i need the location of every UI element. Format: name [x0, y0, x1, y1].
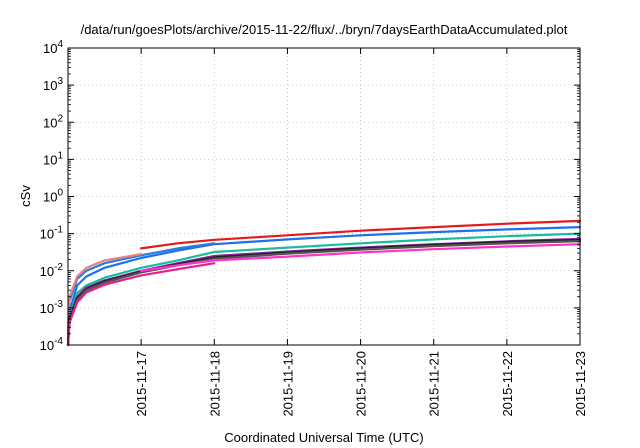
- y-tick-label: 10-4: [40, 336, 64, 353]
- series-line-10: [140, 243, 582, 272]
- series-line-5: [66, 232, 582, 347]
- x-tick-labels: 2015-11-17 2015-11-18 2015-11-19 2015-11-20…: [134, 48, 588, 417]
- x-tick-label: 2015-11-19: [280, 351, 295, 417]
- series-line-3: [66, 242, 216, 335]
- series-line-1: [140, 219, 582, 250]
- x-tick-label: 2015-11-21: [427, 351, 442, 417]
- x-axis-label: Coordinated Universal Time (UTC): [224, 430, 423, 445]
- y-tick-label: 102: [43, 113, 63, 130]
- y-tick-label: 100: [43, 188, 63, 205]
- y-tick-label: 101: [43, 150, 63, 167]
- series-line-2: [66, 226, 582, 347]
- y-tick-label: 10-1: [40, 225, 64, 242]
- x-tick-label: 2015-11-17: [134, 351, 149, 417]
- y-tick-label: 104: [43, 39, 63, 56]
- x-tick-label: 2015-11-18: [207, 351, 222, 417]
- x-tick-label: 2015-11-20: [354, 351, 369, 417]
- x-tick-label: 2015-11-23: [573, 351, 588, 417]
- series-line-4: [66, 253, 143, 329]
- y-tick-label: 10-2: [40, 262, 64, 279]
- y-axis-label: cSv: [18, 185, 33, 207]
- y-tick-label: 103: [43, 76, 63, 93]
- x-tick-label: 2015-11-22: [500, 351, 515, 417]
- y-tick-labels: 10-4 10-3 10-2 10-1 100 101 102 103 104: [40, 39, 580, 353]
- chart-title: /data/run/goesPlots/archive/2015-11-22/f…: [81, 22, 568, 37]
- y-tick-label: 10-3: [40, 299, 64, 316]
